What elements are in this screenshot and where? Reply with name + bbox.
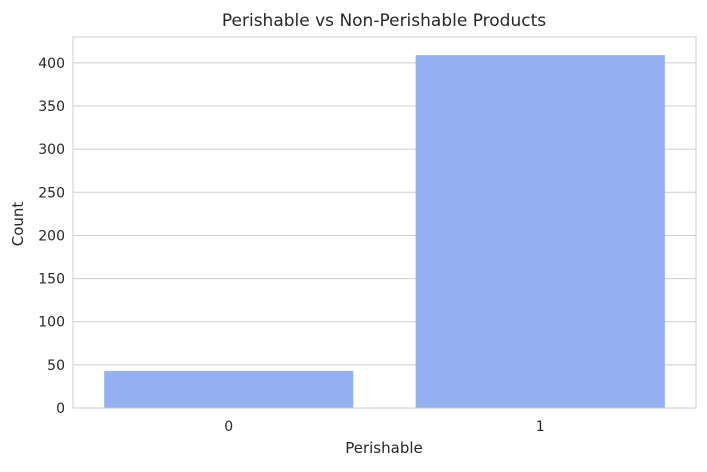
y-tick-label: 350 (38, 99, 65, 115)
y-tick-labels: 0 50 100 150 200 250 300 350 400 (38, 56, 65, 417)
x-tick-label: 0 (224, 419, 233, 435)
bars (104, 55, 665, 409)
gridlines (73, 62, 696, 409)
y-tick-label: 50 (47, 358, 65, 374)
y-tick-label: 400 (38, 56, 65, 72)
bar-0 (104, 370, 354, 408)
y-axis-label: Count (9, 202, 27, 247)
plot-frame (72, 36, 697, 409)
x-axis-label: Perishable (345, 439, 423, 457)
y-tick-label: 100 (38, 315, 65, 331)
y-tick-label: 250 (38, 185, 65, 201)
chart-title: Perishable vs Non-Perishable Products (222, 11, 546, 31)
y-tick-label: 0 (56, 401, 65, 417)
y-tick-label: 150 (38, 272, 65, 288)
y-tick-label: 200 (38, 228, 65, 244)
x-tick-label: 1 (536, 419, 545, 435)
bar-1 (415, 55, 665, 409)
y-tick-label: 300 (38, 142, 65, 158)
